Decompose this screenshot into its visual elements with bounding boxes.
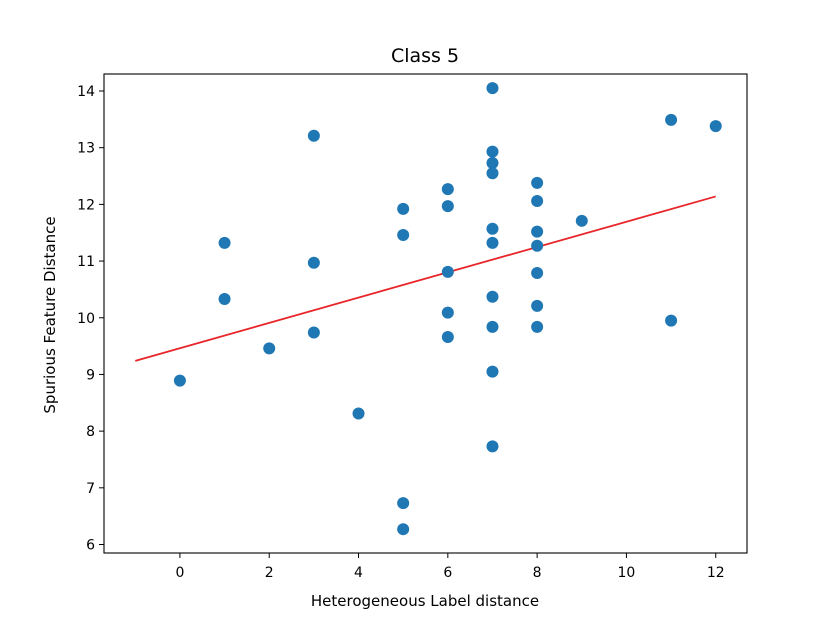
y-tick-label: 8 xyxy=(86,424,95,440)
data-point xyxy=(486,145,499,158)
data-point xyxy=(397,228,410,241)
data-point xyxy=(531,225,544,238)
data-point xyxy=(486,82,499,95)
data-point xyxy=(486,440,499,453)
data-point xyxy=(531,194,544,207)
data-point xyxy=(486,167,499,180)
data-point xyxy=(531,299,544,312)
chart-title: Class 5 xyxy=(391,45,459,67)
data-point xyxy=(531,266,544,279)
data-point xyxy=(486,320,499,333)
y-tick-label: 6 xyxy=(86,537,95,553)
data-point xyxy=(486,290,499,303)
y-tick-label: 13 xyxy=(77,141,95,157)
x-tick-label: 8 xyxy=(533,565,542,581)
y-tick-label: 7 xyxy=(86,481,95,497)
x-tick-label: 6 xyxy=(443,565,452,581)
data-point xyxy=(397,202,410,215)
data-point xyxy=(441,200,454,213)
data-point xyxy=(665,113,678,126)
y-tick-label: 10 xyxy=(77,311,95,327)
data-point xyxy=(441,265,454,278)
x-axis-label: Heterogeneous Label distance xyxy=(311,592,539,610)
plot-frame xyxy=(103,73,748,554)
data-point xyxy=(486,222,499,235)
x-tick-label: 4 xyxy=(354,565,363,581)
data-point xyxy=(575,214,588,227)
data-point xyxy=(218,236,231,249)
x-tick-label: 0 xyxy=(175,565,184,581)
y-tick-label: 11 xyxy=(77,254,95,270)
data-point xyxy=(441,306,454,319)
data-point xyxy=(441,183,454,196)
data-point xyxy=(397,497,410,510)
y-tick-label: 9 xyxy=(86,367,95,383)
data-point xyxy=(486,365,499,378)
y-axis-label: Spurious Feature Distance xyxy=(41,216,59,413)
data-point xyxy=(486,236,499,249)
data-point xyxy=(709,120,722,133)
plot-area xyxy=(104,74,747,553)
y-tick-label: 12 xyxy=(77,197,95,213)
data-point xyxy=(486,156,499,169)
data-point xyxy=(531,239,544,252)
data-point xyxy=(665,314,678,327)
data-point xyxy=(263,342,276,355)
x-tick-label: 2 xyxy=(265,565,274,581)
data-point xyxy=(307,129,320,142)
data-point xyxy=(352,407,365,420)
data-point xyxy=(397,523,410,536)
data-point xyxy=(173,374,186,387)
y-tick-label: 14 xyxy=(77,84,95,100)
data-point xyxy=(441,331,454,344)
axes: 0 2 4 6 8 10 12 6 7 8 9 10 11 12 13 14 xyxy=(77,73,748,581)
x-tick-label: 10 xyxy=(618,565,636,581)
regression-line xyxy=(135,195,716,362)
data-point xyxy=(531,176,544,189)
data-point xyxy=(307,326,320,339)
data-point xyxy=(531,320,544,333)
plot-background xyxy=(104,74,747,553)
chart-marks xyxy=(135,82,722,536)
data-point xyxy=(218,293,231,306)
x-tick-label: 12 xyxy=(707,565,725,581)
data-point xyxy=(307,256,320,269)
